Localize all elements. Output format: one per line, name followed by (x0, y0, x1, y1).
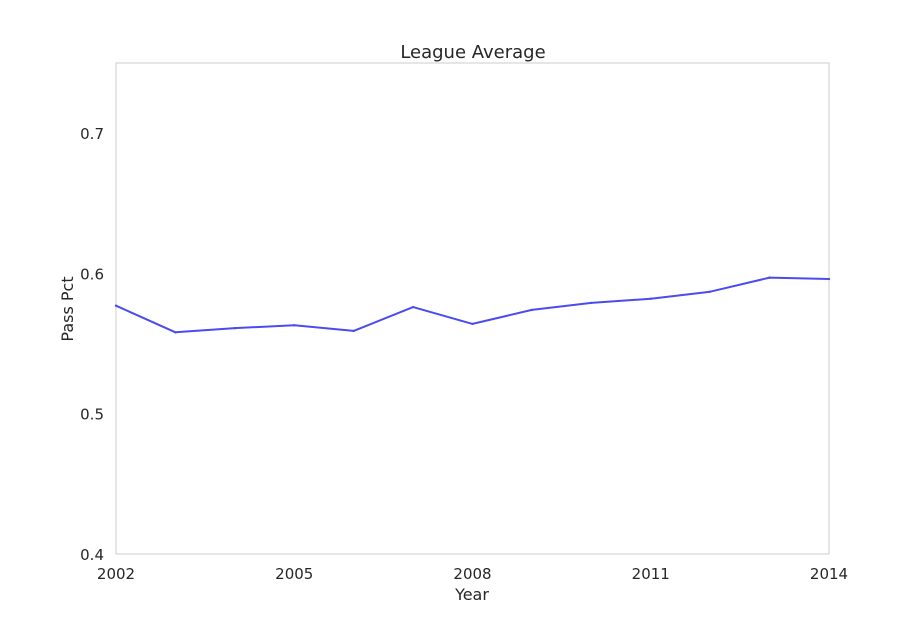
y-tick-label: 0.4 (80, 546, 104, 564)
y-tick-label: 0.5 (80, 406, 104, 424)
data-point (530, 308, 534, 312)
y-tick-labels: 0.4 0.5 0.6 0.7 (80, 125, 104, 564)
x-tick-label: 2005 (275, 565, 313, 583)
y-tick-label: 0.7 (80, 125, 104, 143)
y-axis-label: Pass Pct (58, 276, 77, 341)
data-point (471, 322, 474, 326)
plot-area-frame (115, 62, 830, 555)
data-point (174, 331, 177, 334)
chart-title: League Average (400, 42, 545, 63)
x-tick-label: 2002 (97, 565, 135, 583)
x-tick-label: 2008 (453, 565, 491, 583)
data-point (590, 301, 593, 305)
x-tick-label: 2014 (810, 565, 848, 583)
data-point (411, 305, 415, 309)
data-point (768, 276, 771, 279)
x-tick-labels: 2002 2005 2008 2011 2014 (97, 565, 848, 583)
x-tick-label: 2011 (632, 565, 670, 583)
data-point (293, 324, 296, 327)
y-tick-label: 0.6 (80, 265, 104, 283)
x-axis-label: Year (454, 585, 489, 604)
data-point (114, 304, 118, 307)
data-point (352, 329, 355, 333)
data-point (649, 297, 652, 300)
data-point (708, 290, 712, 293)
data-point (233, 326, 237, 330)
series-layer (114, 276, 831, 334)
data-point (827, 277, 831, 281)
